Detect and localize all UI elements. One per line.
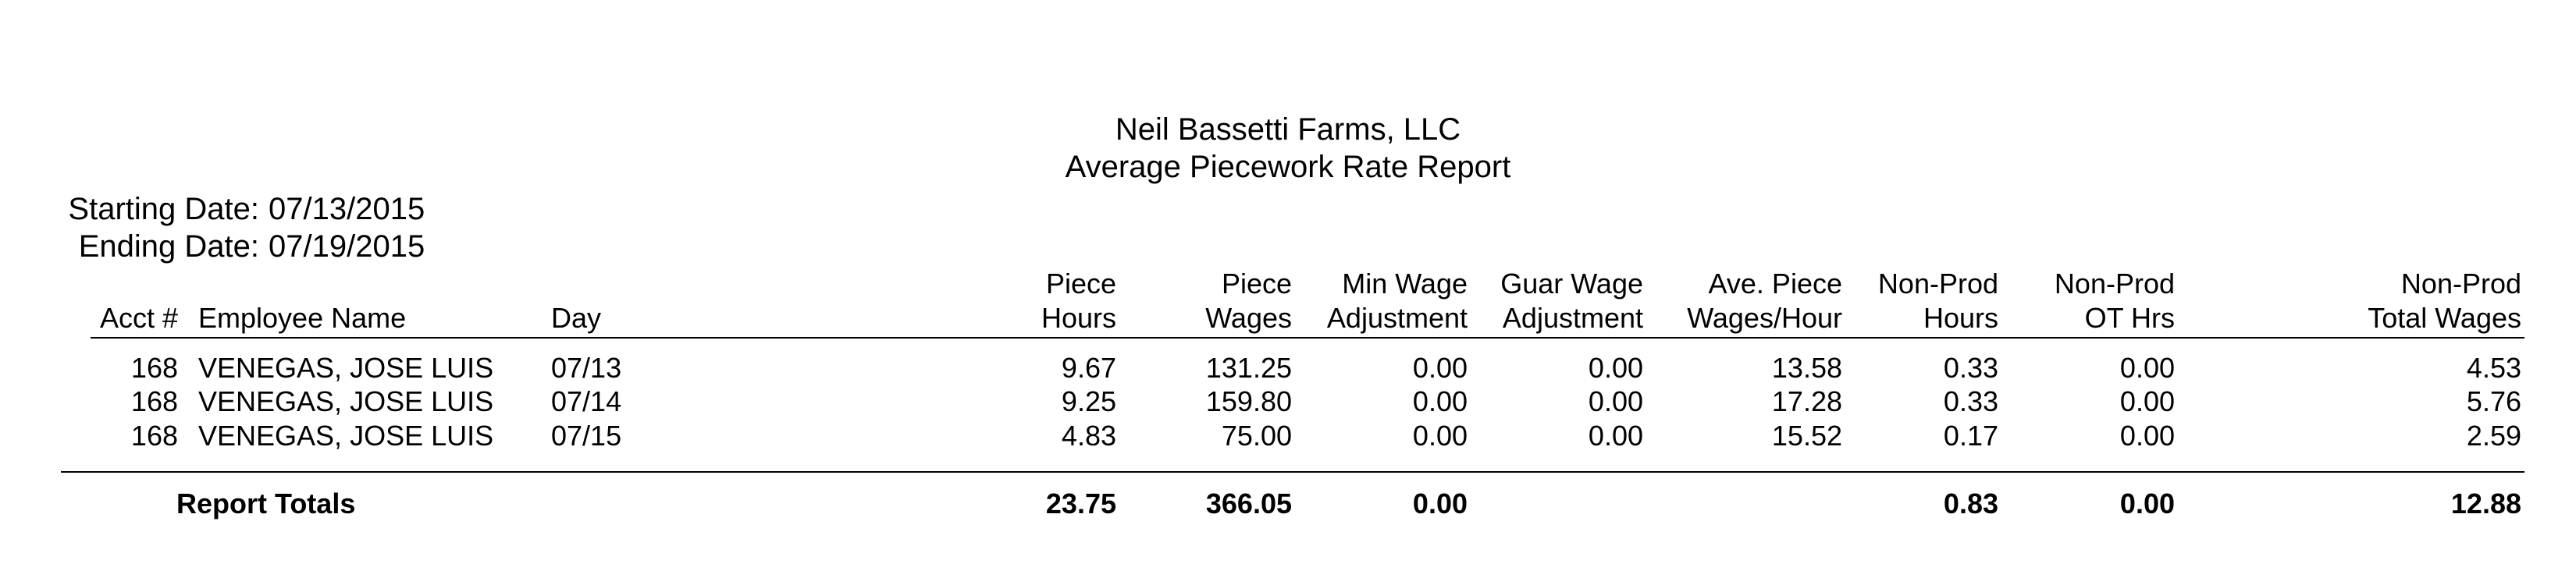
cell-min-wage-adj: 0.00 <box>1412 420 1468 452</box>
cell-nonprod-total: 5.76 <box>2466 385 2521 417</box>
starting-date-label: Starting Date: <box>68 192 259 226</box>
header-piece-hours-2: Hours <box>1041 302 1116 334</box>
totals-divider <box>61 471 2524 473</box>
cell-piece-hours: 4.83 <box>1061 420 1116 452</box>
starting-date-value: 07/13/2015 <box>269 192 425 226</box>
total-nonprod-total: 12.88 <box>2450 488 2521 519</box>
totals-label: Report Totals <box>176 488 356 519</box>
cell-employee-name: VENEGAS, JOSE LUIS <box>198 420 494 452</box>
cell-nonprod-total: 2.59 <box>2466 420 2521 452</box>
header-nonprod-hours-1: Non-Prod <box>1877 268 1998 300</box>
cell-nonprod-ot: 0.00 <box>2119 420 2175 452</box>
total-piece-hours: 23.75 <box>1045 488 1116 519</box>
cell-acct: 168 <box>130 352 178 384</box>
ending-date-value: 07/19/2015 <box>269 229 425 264</box>
cell-min-wage-adj: 0.00 <box>1412 385 1468 417</box>
header-nonprod-hours-2: Hours <box>1923 302 1998 334</box>
cell-ave-piece: 17.28 <box>1771 385 1842 417</box>
header-min-wage-adj-1: Min Wage <box>1342 268 1468 300</box>
header-nonprod-total-1: Non-Prod <box>2400 268 2521 300</box>
ending-date-label: Ending Date: <box>78 229 259 264</box>
header-min-wage-adj-2: Adjustment <box>1326 302 1468 334</box>
total-piece-wages: 366.05 <box>1205 488 1292 519</box>
total-nonprod-ot: 0.00 <box>2119 488 2175 519</box>
header-guar-wage-adj-1: Guar Wage <box>1500 268 1643 300</box>
header-nonprod-ot-2: OT Hrs <box>2084 302 2175 334</box>
cell-guar-wage-adj: 0.00 <box>1588 385 1643 417</box>
header-ave-piece-1: Ave. Piece <box>1708 268 1842 300</box>
cell-employee-name: VENEGAS, JOSE LUIS <box>198 352 494 384</box>
cell-piece-wages: 75.00 <box>1221 420 1292 452</box>
cell-nonprod-hours: 0.17 <box>1943 420 1998 452</box>
header-piece-hours-1: Piece <box>1045 268 1116 300</box>
cell-day: 07/13 <box>551 352 622 384</box>
company-name: Neil Bassetti Farms, LLC <box>1115 112 1461 147</box>
cell-nonprod-ot: 0.00 <box>2119 385 2175 417</box>
cell-acct: 168 <box>130 420 178 452</box>
cell-piece-wages: 131.25 <box>1205 352 1292 384</box>
header-piece-wages-2: Wages <box>1205 302 1292 334</box>
starting-date-row: Starting Date: 07/13/2015 <box>0 190 425 228</box>
header-nonprod-total-2: Total Wages <box>2368 302 2521 334</box>
header-piece-wages-1: Piece <box>1221 268 1292 300</box>
cell-min-wage-adj: 0.00 <box>1412 352 1468 384</box>
header-day: Day <box>551 302 602 334</box>
header-ave-piece-2: Wages/Hour <box>1687 302 1842 334</box>
cell-piece-hours: 9.25 <box>1061 385 1116 417</box>
total-nonprod-hours: 0.83 <box>1943 488 1998 519</box>
cell-piece-hours: 9.67 <box>1061 352 1116 384</box>
cell-guar-wage-adj: 0.00 <box>1588 420 1643 452</box>
cell-day: 07/15 <box>551 420 622 452</box>
cell-nonprod-hours: 0.33 <box>1943 352 1998 384</box>
total-min-wage-adj: 0.00 <box>1412 488 1468 519</box>
cell-guar-wage-adj: 0.00 <box>1588 352 1643 384</box>
cell-nonprod-total: 4.53 <box>2466 352 2521 384</box>
header-nonprod-ot-1: Non-Prod <box>2054 268 2175 300</box>
cell-acct: 168 <box>130 385 178 417</box>
header-divider <box>91 337 2524 339</box>
cell-piece-wages: 159.80 <box>1205 385 1292 417</box>
header-employee-name: Employee Name <box>198 302 407 334</box>
cell-ave-piece: 15.52 <box>1771 420 1842 452</box>
cell-nonprod-hours: 0.33 <box>1943 385 1998 417</box>
report-title: Average Piecework Rate Report <box>1065 150 1511 184</box>
header-acct: Acct # <box>99 302 178 334</box>
ending-date-row: Ending Date: 07/19/2015 <box>0 228 425 265</box>
cell-employee-name: VENEGAS, JOSE LUIS <box>198 385 494 417</box>
cell-nonprod-ot: 0.00 <box>2119 352 2175 384</box>
header-guar-wage-adj-2: Adjustment <box>1502 302 1643 334</box>
cell-ave-piece: 13.58 <box>1771 352 1842 384</box>
cell-day: 07/14 <box>551 385 622 417</box>
